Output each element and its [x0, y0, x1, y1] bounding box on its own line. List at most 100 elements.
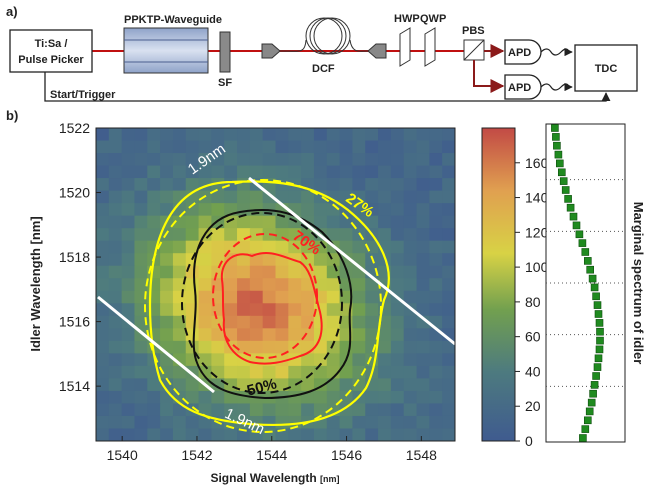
heatmap-cell [262, 128, 277, 142]
heatmap-cell [352, 303, 366, 317]
x-tick-label: 1540 [107, 447, 138, 463]
heatmap-cell [416, 215, 430, 229]
heatmap-cell [390, 315, 405, 329]
heatmap-cell [416, 153, 430, 167]
heatmap-cell [134, 265, 148, 279]
heatmap-cell [313, 178, 328, 192]
marginal-point [596, 327, 604, 336]
bandwidth-line-lower [97, 295, 215, 394]
heatmap-cell [185, 278, 200, 292]
heatmap-cell [403, 178, 418, 192]
heatmap-cell [96, 228, 110, 242]
heatmap-cell [301, 153, 315, 167]
heatmap-cell [198, 203, 212, 217]
heatmap-cell [160, 303, 174, 317]
heatmap-cell [429, 203, 443, 217]
heatmap-cell [121, 353, 136, 367]
heatmap-cell [224, 403, 238, 417]
heatmap-cell [416, 390, 430, 405]
panel-a-label: a) [6, 4, 18, 19]
contour-red-dashed [212, 233, 318, 359]
trigger-line [44, 72, 611, 102]
heatmap-cell [121, 215, 136, 229]
heatmap-cell [198, 403, 212, 417]
heatmap-cell [172, 378, 187, 392]
heatmap-cell [352, 340, 366, 354]
heatmap-cell [326, 290, 341, 304]
heatmap-cell [275, 128, 289, 142]
heatmap-cell [326, 203, 341, 217]
heatmap-cell [121, 303, 136, 317]
heatmap-cell [442, 365, 455, 379]
heatmap-cell [339, 128, 354, 142]
heatmap-cell [442, 215, 455, 229]
heatmap-cell [147, 140, 161, 154]
dcf-label: DCF [312, 63, 335, 75]
y-axis-ticks: 1514 1516 1518 1520 1522 [59, 120, 101, 394]
marginal-point [555, 159, 564, 168]
heatmap-cell [96, 190, 110, 204]
heatmap-cell [403, 140, 418, 154]
heatmap-cell [237, 165, 251, 179]
heatmap-cell [352, 415, 366, 430]
heatmap-cell [339, 390, 354, 405]
heatmap-frame [95, 127, 456, 442]
heatmap-cell [313, 240, 328, 254]
heatmap-cell [288, 165, 302, 179]
colorbar-tick-label: 40 [525, 363, 541, 379]
heatmap-cell [172, 340, 187, 354]
heatmap-cell [160, 290, 174, 304]
heatmap-cell [416, 203, 430, 217]
heatmap-cell [313, 403, 328, 417]
heatmap-cell [429, 365, 443, 379]
heatmap-cell [185, 315, 200, 329]
heatmap-cell [403, 353, 418, 367]
heatmap-cell [96, 240, 110, 254]
marginal-point [592, 292, 600, 301]
trigger-label: Start/Trigger [50, 89, 116, 101]
heatmap-cell [378, 128, 392, 142]
heatmap-cell [403, 365, 418, 379]
heatmap-cell [416, 378, 430, 392]
contour-black-dashed [181, 212, 343, 394]
heatmap-cell [288, 303, 302, 317]
marginal-point [578, 239, 587, 247]
heatmap-cell [403, 228, 418, 242]
heatmap-cell [224, 190, 238, 204]
heatmap-cell [429, 378, 443, 392]
heatmap-cell [352, 128, 366, 142]
heatmap-cell [160, 190, 174, 204]
heatmap-cell [121, 378, 136, 392]
marginal-point [572, 221, 581, 230]
heatmap-cell [442, 390, 455, 405]
heatmap-cell [121, 340, 136, 354]
source-box [9, 29, 93, 73]
heatmap-cell [403, 290, 418, 304]
heatmap-cell [275, 265, 289, 279]
panel-b-label: b) [6, 108, 18, 123]
heatmap-cell [224, 228, 238, 242]
heatmap-cell [429, 165, 443, 179]
heatmap-cell [416, 328, 430, 342]
heatmap-cell [301, 203, 315, 217]
heatmap-cell [249, 415, 264, 430]
heatmap-cell [416, 428, 430, 441]
heatmap-cell [134, 403, 148, 417]
heatmap-cell [96, 128, 110, 142]
heatmap-cell [429, 190, 443, 204]
heatmap-cell [403, 253, 418, 267]
colorbar [481, 127, 516, 442]
heatmap-cell [96, 328, 110, 342]
heatmap-cell [262, 240, 277, 254]
heatmap-cell [121, 278, 136, 292]
panel-b: b) 1.9nm 1.9nm 27% 70% 50% 1540 1542 1544 1… [6, 108, 646, 485]
heatmap-cell [198, 340, 212, 354]
heatmap-cell [249, 365, 264, 379]
heatmap-cell [442, 178, 455, 192]
heatmap-cell [185, 428, 200, 441]
heatmap-cell [313, 365, 328, 379]
heatmap-cell [429, 240, 443, 254]
heatmap-cell [326, 390, 341, 405]
heatmap-cell [237, 303, 251, 317]
colorbar-tick-label: 120 [525, 224, 549, 240]
